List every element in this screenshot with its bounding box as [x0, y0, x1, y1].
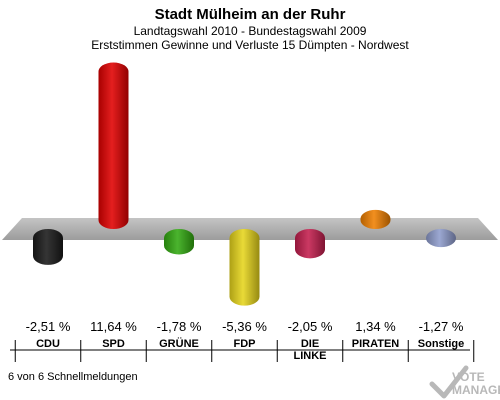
category-label: SPD: [102, 338, 125, 350]
vote-manager-logo: VOTE MANAGER: [429, 365, 500, 399]
bar-piraten: [360, 209, 391, 229]
category-label: Sonstige: [418, 338, 464, 350]
value-labels-group: -2,51 % 11,64 % -1,78 % -5,36 % -2,05 % 1,34 …: [26, 319, 464, 334]
bar-gruene: [164, 229, 194, 255]
bar-die-linke: [295, 229, 325, 259]
category-label: CDU: [36, 338, 60, 350]
logo-line-2: MANAGER: [452, 383, 500, 397]
logo-line-1: VOTE: [452, 370, 485, 384]
chart-subtitle: Landtagswahl 2010 - Bundestagswahl 2009: [134, 24, 367, 38]
checkmark-icon: [429, 365, 469, 399]
value-label: -2,51 %: [26, 319, 71, 334]
value-label: -1,27 %: [419, 319, 464, 334]
category-label: FDP: [234, 338, 256, 350]
value-label: -5,36 %: [222, 319, 267, 334]
value-label: 11,64 %: [90, 319, 137, 334]
category-label: DIE: [301, 338, 319, 350]
bar-spd: [98, 62, 129, 229]
bar-fdp: [229, 229, 260, 306]
bars-group: [33, 62, 456, 306]
value-label: 1,34 %: [355, 319, 396, 334]
bar-cdu: [33, 229, 63, 265]
category-label: GRÜNE: [159, 337, 199, 350]
chart-subtitle-secondary: Erststimmen Gewinne und Verluste 15 Dümp…: [91, 38, 409, 52]
chart-title: Stadt Mülheim an der Ruhr: [155, 6, 346, 23]
value-label: -2,05 %: [288, 319, 333, 334]
schnellmeldungen-count: 6 von 6 Schnellmeldungen: [8, 371, 138, 383]
bar-sonstige: [426, 229, 456, 248]
value-label: -1,78 %: [157, 319, 202, 334]
category-label: LINKE: [294, 350, 327, 362]
category-label: PIRATEN: [352, 338, 400, 350]
